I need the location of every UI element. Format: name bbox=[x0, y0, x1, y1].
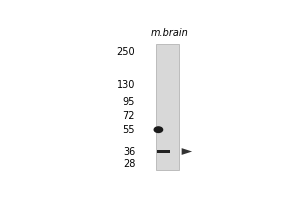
Text: 28: 28 bbox=[123, 159, 135, 169]
Bar bbox=[156, 44, 179, 170]
Text: 130: 130 bbox=[117, 80, 135, 90]
Text: 36: 36 bbox=[123, 147, 135, 157]
Text: 250: 250 bbox=[116, 47, 135, 57]
Text: m.brain: m.brain bbox=[151, 28, 189, 38]
Text: 55: 55 bbox=[123, 125, 135, 135]
Text: 95: 95 bbox=[123, 97, 135, 107]
Bar bbox=[157, 150, 170, 153]
Polygon shape bbox=[182, 148, 192, 155]
Text: 72: 72 bbox=[123, 111, 135, 121]
Circle shape bbox=[154, 127, 163, 132]
